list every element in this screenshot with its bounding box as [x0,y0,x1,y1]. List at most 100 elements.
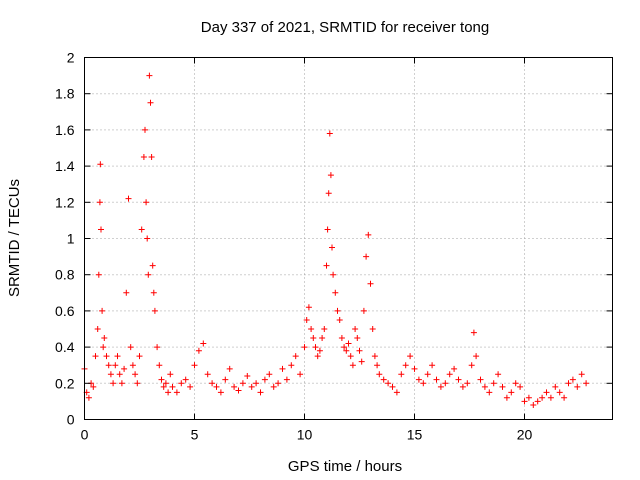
data-point [433,376,440,383]
data-point [226,365,233,372]
data-point [358,358,365,365]
data-point [583,380,590,387]
data-point [283,376,290,383]
y-tick-label: 1.2 [55,194,75,210]
data-point [473,353,480,360]
data-point [143,199,150,206]
data-point [301,344,308,351]
data-point [288,362,295,369]
x-tick-label: 20 [517,427,533,443]
data-point [270,383,277,390]
data-point [151,307,158,314]
data-point [385,380,392,387]
data-point [446,371,453,378]
data-point [96,199,103,206]
data-point [398,371,405,378]
data-point [191,362,198,369]
data-point [222,376,229,383]
data-point [105,362,112,369]
data-point [138,226,145,233]
data-point [556,389,563,396]
data-point [217,389,224,396]
data-point [266,371,273,378]
data-point [326,130,333,137]
data-point [330,271,337,278]
data-point [125,195,132,202]
data-point [389,383,396,390]
y-tick-label: 0 [67,412,75,428]
data-point [310,335,317,342]
data-point [154,344,161,351]
x-tick-label: 5 [191,427,199,443]
data-point [451,365,458,372]
data-point [312,344,319,351]
data-point [94,326,101,332]
data-point [486,389,493,396]
data-point [360,307,367,314]
data-point [565,380,572,387]
data-point [477,376,484,383]
data-point [323,262,330,269]
data-point [112,362,119,369]
data-point [169,383,176,390]
data-point [239,380,246,387]
data-point [204,371,211,378]
data-point [374,362,381,369]
data-point [371,353,378,360]
y-tick-label: 0.4 [55,339,75,355]
data-point [539,394,546,401]
y-axis-label: SRMTID / TECUs [6,179,23,297]
data-point [349,362,356,369]
data-point [534,398,541,405]
data-point [244,373,251,380]
data-point [393,389,400,396]
data-point [561,394,568,401]
data-point [160,383,167,390]
data-point [468,362,475,369]
data-point [464,380,471,387]
data-point [547,394,554,401]
data-point [114,353,121,360]
data-point [415,376,422,383]
data-point [354,335,361,342]
y-tick-label: 1.8 [55,86,75,102]
data-point [314,353,321,360]
data-point [316,347,323,354]
y-tick-label: 1.4 [55,158,75,174]
data-point [525,394,532,401]
data-point [257,389,264,396]
data-point [178,380,185,387]
data-point [107,371,114,378]
data-point [98,226,104,233]
y-tick-label: 2 [67,50,75,66]
data-point [173,389,180,396]
data-point [569,376,576,383]
data-point [429,362,436,369]
data-point [325,190,332,197]
data-point [481,383,488,390]
x-tick-label: 15 [407,427,423,443]
y-tick-label: 0.2 [55,375,75,391]
data-point [470,329,477,336]
data-point [305,304,312,311]
data-point [279,365,286,372]
data-point [512,380,519,387]
data-point [231,383,238,390]
x-tick-label: 0 [81,427,89,443]
data-point [261,376,268,383]
data-point [552,383,559,390]
data-point [275,380,282,387]
data-point [365,231,372,238]
data-point [530,402,537,409]
data-point [459,383,466,390]
data-point [248,383,255,390]
data-point [101,335,108,342]
data-point [85,394,92,401]
data-point [424,371,431,378]
data-point [411,365,418,372]
data-point [165,389,172,396]
data-point [508,389,515,396]
data-point [158,376,165,383]
data-point [150,289,157,296]
